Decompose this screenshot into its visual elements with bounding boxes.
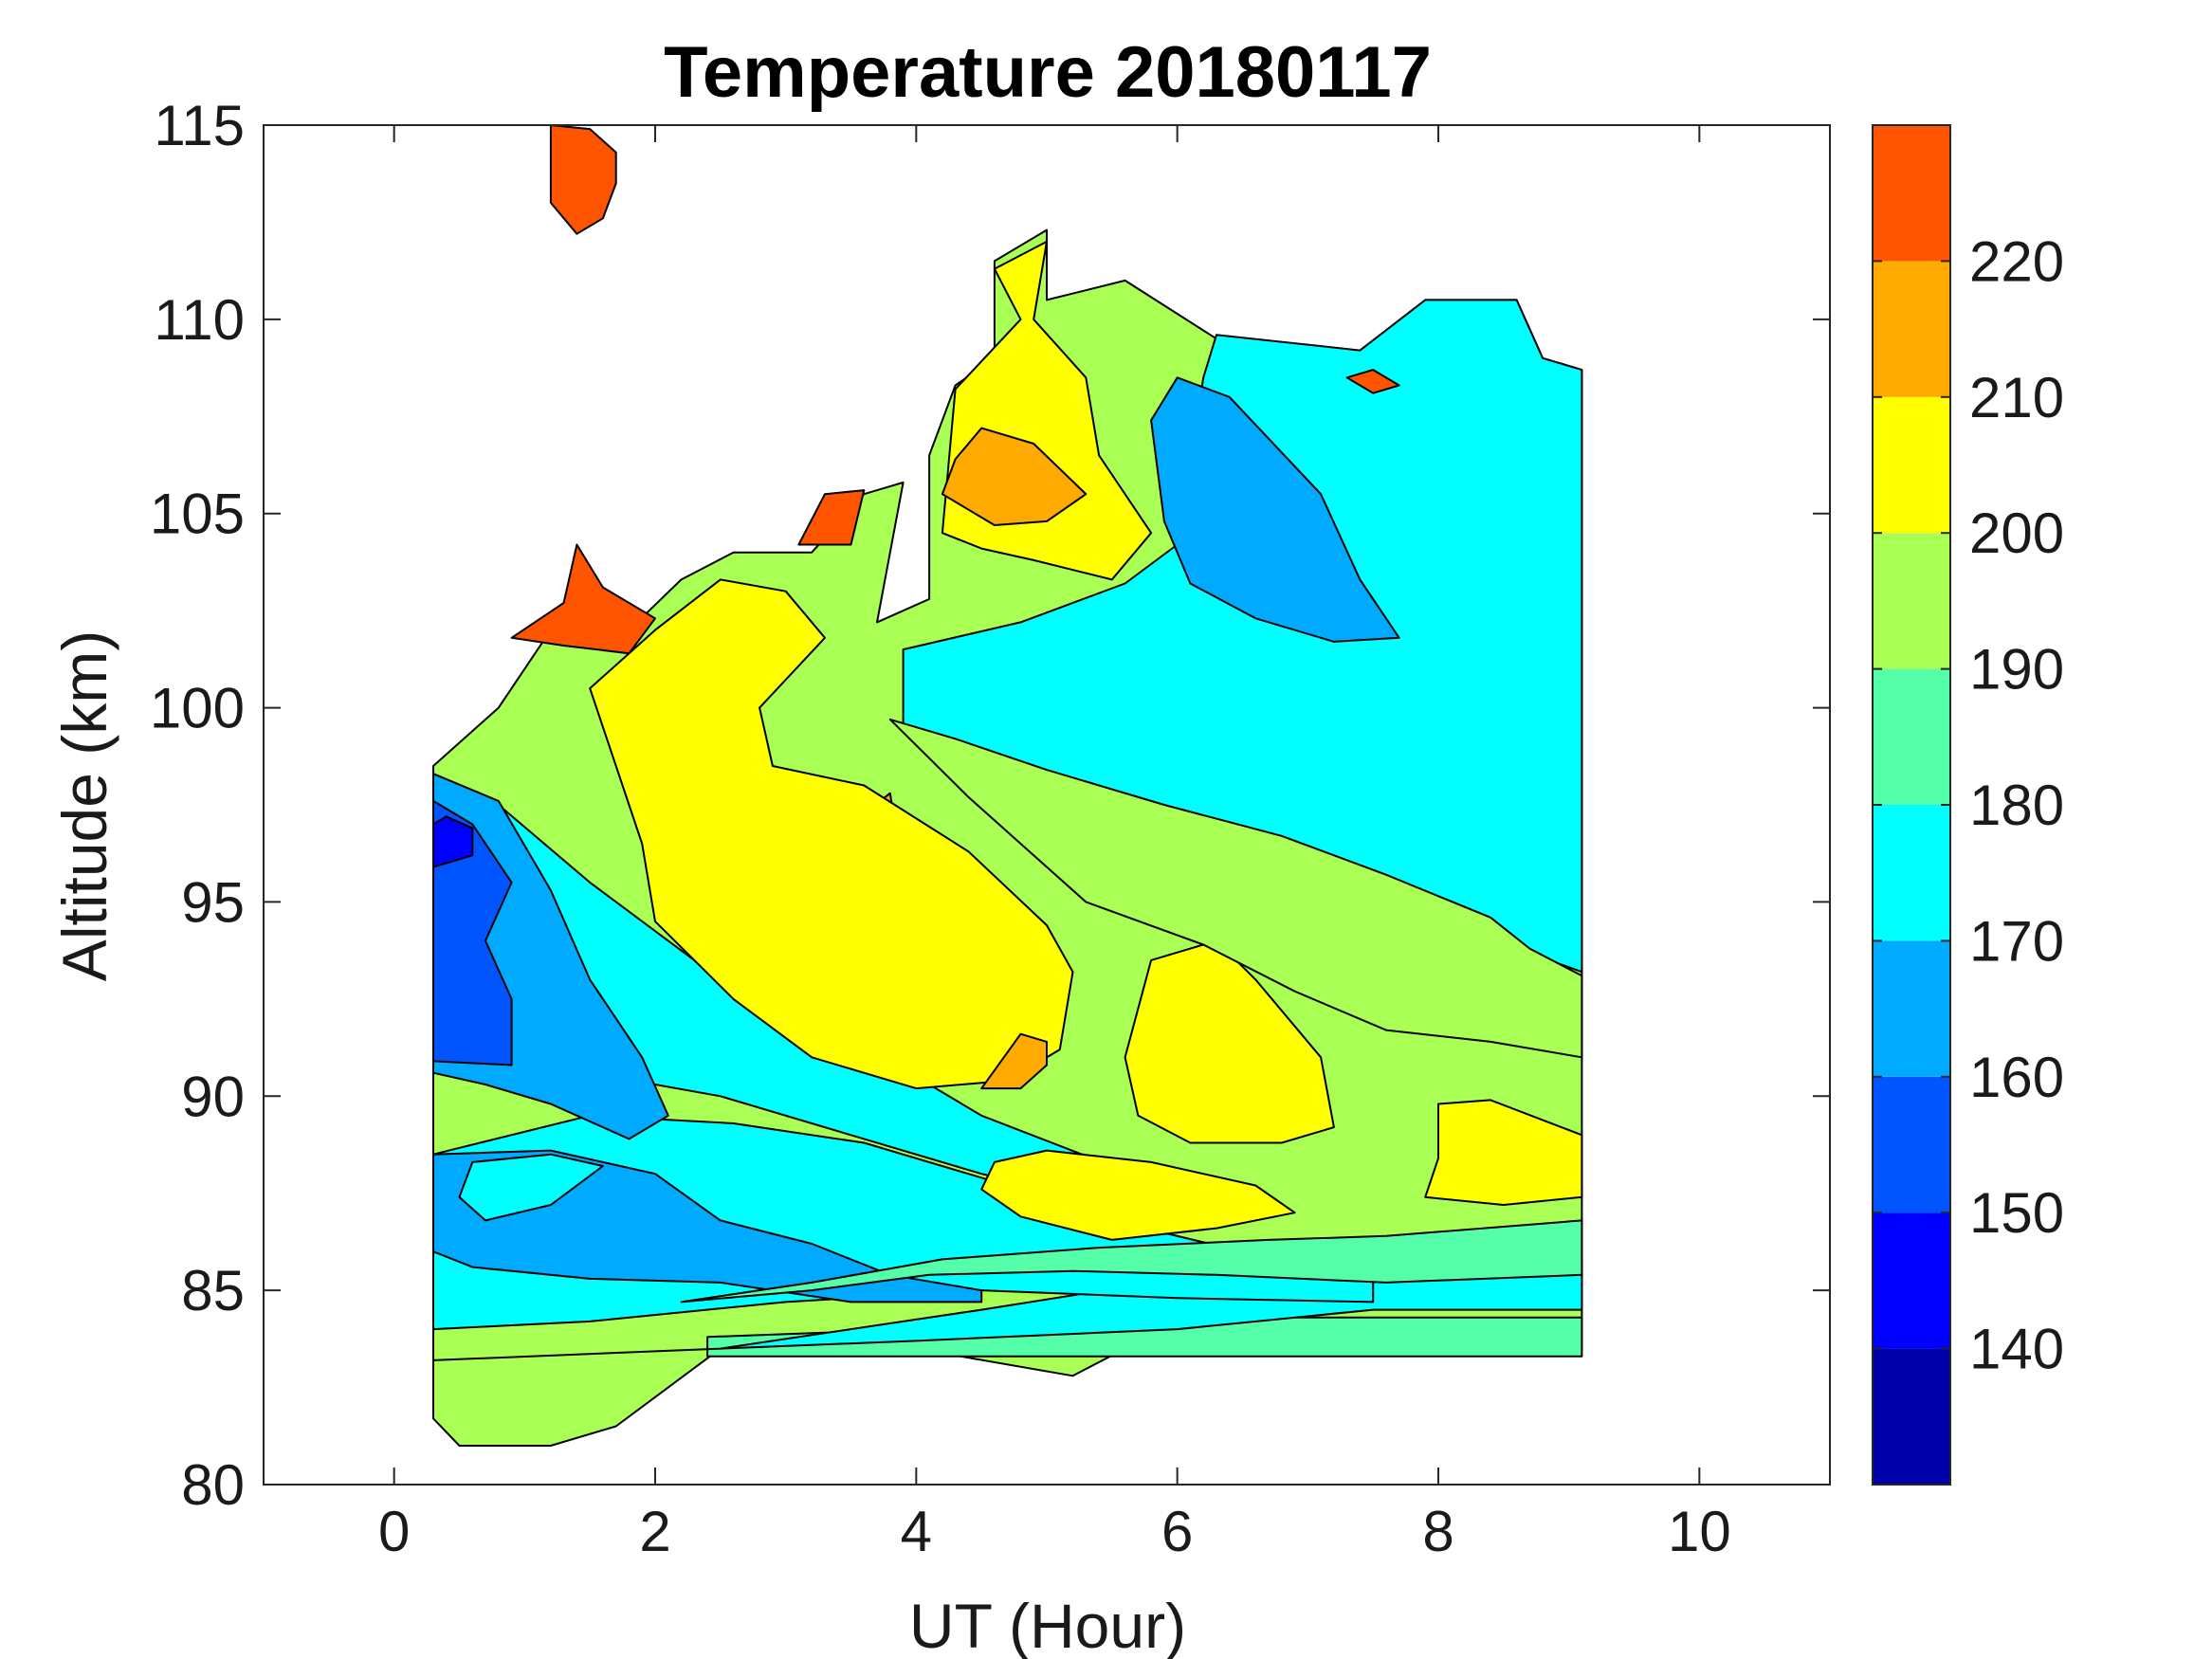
colorbar-swatch	[1873, 396, 1950, 534]
colorbar-swatch	[1873, 533, 1950, 669]
x-tick-label: 6	[1161, 1500, 1193, 1563]
contour-region-hot-fringe-west	[510, 543, 656, 655]
colorbar-tick-label: 220	[1969, 229, 2064, 293]
x-tick-label: 2	[639, 1500, 670, 1563]
axes-box	[263, 124, 1831, 1486]
contour-region-orange-upper-north	[941, 427, 1088, 526]
colorbar-swatch	[1873, 1076, 1950, 1213]
colorbar-tick-label: 200	[1969, 501, 2064, 565]
contour-region-orange-small-2	[980, 1032, 1048, 1090]
contour-region-deep-blue-column	[432, 799, 513, 1066]
colorbar-swatch	[1873, 1348, 1950, 1485]
colorbar-tick-label: 190	[1969, 638, 2064, 702]
colorbar-swatch	[1873, 805, 1950, 941]
chart-title: Temperature 20180117	[664, 32, 1432, 113]
y-tick-label: 105	[150, 483, 245, 546]
contour-region-yellow-lower-lobe	[980, 1149, 1296, 1241]
colorbar-swatch	[1873, 261, 1950, 397]
colorbar-swatch	[1873, 125, 1950, 262]
y-tick-label: 115	[154, 94, 245, 157]
x-tick-label: 4	[901, 1500, 932, 1563]
colorbar-tick-label: 160	[1969, 1046, 2064, 1109]
x-axis-label: UT (Hour)	[909, 1591, 1186, 1659]
colorbar-tick-label: 180	[1969, 774, 2064, 837]
contour-region-cyan-lens	[458, 1153, 604, 1222]
contour-region-yellow-east-lobe	[1124, 939, 1335, 1144]
x-tick-label: 8	[1422, 1500, 1453, 1563]
contour-region-yellow-far-east	[1424, 1099, 1583, 1206]
contour-region-hot-fringe-mid	[797, 489, 866, 546]
contour-region-deepest-blue-blob	[432, 815, 474, 868]
colorbar-tick-label: 150	[1969, 1181, 2064, 1245]
colorbar-tick-label: 210	[1969, 366, 2064, 429]
y-tick-label: 110	[154, 288, 245, 352]
y-tick-label: 90	[181, 1065, 245, 1128]
y-tick-label: 100	[150, 677, 245, 740]
y-tick-label: 85	[181, 1259, 245, 1322]
y-tick-label: 95	[181, 870, 245, 934]
x-tick-label: 0	[378, 1500, 410, 1563]
colorbar-tick-label: 170	[1969, 909, 2064, 973]
y-tick-label: 80	[181, 1453, 245, 1517]
contour-region-hot-fringe-high	[1345, 369, 1400, 394]
colorbar-swatch	[1873, 1212, 1950, 1349]
y-axis-label: Altitude (km)	[49, 630, 119, 981]
contour-region-green-lower-band	[680, 1219, 1583, 1304]
contour-region-blue-upper-lobe	[1150, 376, 1400, 643]
contour-region-yellow-main-lobe	[589, 578, 1074, 1090]
colorbar-swatch	[1873, 940, 1950, 1077]
x-tick-label: 10	[1668, 1500, 1731, 1563]
colorbar-swatch	[1873, 668, 1950, 805]
colorbar-tick-label: 140	[1969, 1318, 2064, 1381]
contour-region-green-upper-band	[888, 718, 1583, 1059]
colorbar: 140 150 160 170 180 190 200 210 220	[1872, 124, 2064, 1486]
